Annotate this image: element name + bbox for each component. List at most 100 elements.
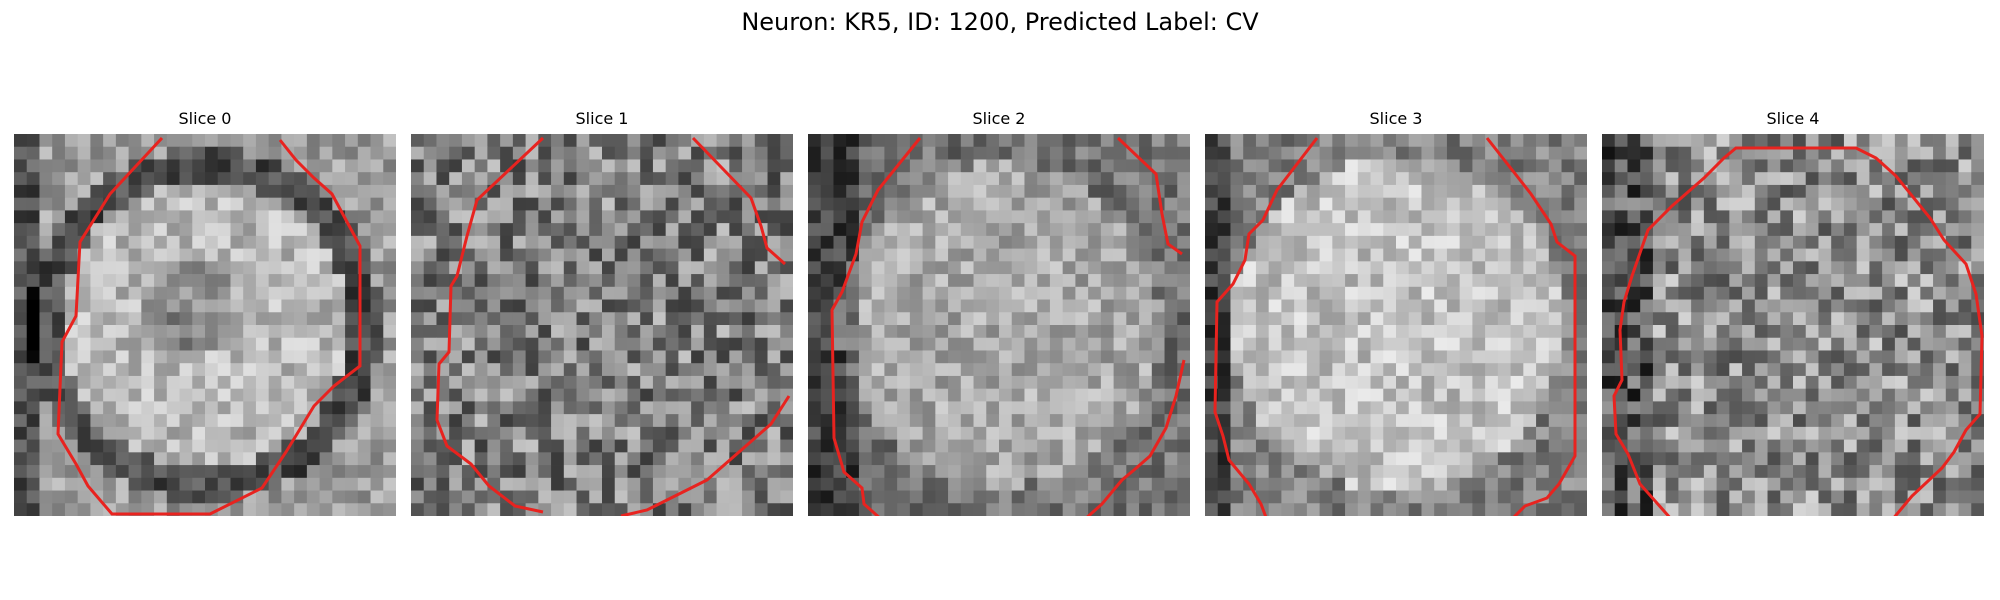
pixel bbox=[1536, 465, 1550, 479]
pixel bbox=[332, 503, 346, 516]
pixel bbox=[1510, 465, 1524, 479]
pixel bbox=[411, 261, 425, 275]
pixel bbox=[128, 261, 142, 275]
pixel bbox=[281, 223, 295, 237]
pixel bbox=[742, 299, 756, 313]
pixel bbox=[26, 337, 40, 351]
pixel bbox=[652, 490, 667, 504]
pixel bbox=[1882, 312, 1896, 326]
pixel bbox=[332, 439, 346, 453]
pixel bbox=[205, 426, 219, 440]
pixel bbox=[922, 452, 936, 466]
pixel bbox=[1421, 286, 1435, 300]
pixel bbox=[1729, 159, 1743, 173]
pixel bbox=[833, 223, 847, 237]
pixel bbox=[780, 465, 793, 479]
pixel bbox=[192, 388, 206, 402]
pixel bbox=[858, 401, 873, 415]
pixel bbox=[602, 286, 616, 300]
pixel bbox=[1767, 248, 1781, 262]
pixel bbox=[1958, 134, 1972, 148]
pixel bbox=[26, 235, 40, 249]
pixel bbox=[154, 350, 168, 364]
pixel bbox=[1561, 235, 1575, 249]
pixel bbox=[652, 299, 667, 313]
pixel bbox=[1268, 490, 1282, 504]
pixel bbox=[1805, 172, 1819, 186]
pixel bbox=[1421, 159, 1435, 173]
pixel bbox=[1716, 426, 1730, 440]
pixel bbox=[1345, 325, 1359, 339]
pixel bbox=[665, 261, 679, 275]
pixel bbox=[1729, 172, 1743, 186]
pixel bbox=[1971, 439, 1984, 453]
pixel bbox=[973, 159, 987, 173]
pixel bbox=[512, 325, 526, 339]
pixel bbox=[205, 134, 219, 148]
pixel bbox=[871, 375, 885, 390]
pixel bbox=[154, 490, 168, 504]
pixel bbox=[1754, 363, 1768, 377]
pixel bbox=[1459, 452, 1473, 466]
pixel bbox=[614, 375, 628, 390]
pixel bbox=[1306, 274, 1320, 288]
pixel bbox=[512, 490, 526, 504]
pixel bbox=[576, 477, 590, 491]
pixel bbox=[1113, 337, 1127, 351]
pixel bbox=[589, 172, 603, 186]
pixel bbox=[1011, 426, 1025, 440]
pixel bbox=[179, 184, 193, 199]
pixel bbox=[1408, 261, 1422, 275]
pixel bbox=[640, 350, 654, 364]
pixel bbox=[1408, 172, 1422, 186]
pixel bbox=[1151, 312, 1165, 326]
pixel bbox=[1332, 286, 1346, 300]
pixel bbox=[217, 426, 231, 440]
pixel bbox=[1281, 312, 1295, 326]
pixel bbox=[1151, 465, 1165, 479]
pixel bbox=[411, 503, 425, 516]
pixel bbox=[230, 350, 244, 364]
pixel bbox=[935, 325, 949, 339]
pixel bbox=[1243, 312, 1257, 326]
pixel bbox=[281, 375, 295, 390]
pixel bbox=[1088, 146, 1102, 160]
pixel bbox=[1088, 274, 1102, 288]
pixel bbox=[268, 210, 282, 224]
pixel bbox=[1536, 363, 1550, 377]
pixel bbox=[1011, 337, 1025, 351]
pixel bbox=[1703, 146, 1717, 160]
pixel bbox=[767, 172, 781, 186]
pixel bbox=[614, 261, 628, 275]
pixel bbox=[1818, 325, 1832, 339]
pixel bbox=[115, 490, 129, 504]
pixel bbox=[103, 286, 117, 300]
pixel bbox=[640, 146, 654, 160]
pixel bbox=[1049, 172, 1064, 186]
pixel bbox=[960, 261, 974, 275]
pixel bbox=[640, 159, 654, 173]
pixel bbox=[1602, 159, 1616, 173]
pixel bbox=[383, 248, 396, 262]
pixel bbox=[128, 248, 142, 262]
pixel bbox=[1177, 274, 1190, 288]
pixel bbox=[39, 490, 53, 504]
pixel bbox=[1843, 490, 1858, 504]
pixel bbox=[1126, 210, 1140, 224]
pixel bbox=[1306, 477, 1320, 491]
pixel bbox=[217, 146, 231, 160]
pixel bbox=[205, 337, 219, 351]
pixel bbox=[846, 337, 860, 351]
pixel bbox=[1446, 299, 1461, 313]
pixel bbox=[1230, 503, 1244, 516]
pixel bbox=[1357, 388, 1371, 402]
pixel bbox=[1151, 235, 1165, 249]
pixel bbox=[1945, 414, 1959, 428]
pixel bbox=[1024, 503, 1038, 516]
pixel bbox=[780, 388, 793, 402]
pixel bbox=[1793, 312, 1807, 326]
pixel bbox=[90, 172, 104, 186]
pixel bbox=[1805, 223, 1819, 237]
pixel bbox=[986, 477, 1000, 491]
pixel bbox=[652, 286, 667, 300]
